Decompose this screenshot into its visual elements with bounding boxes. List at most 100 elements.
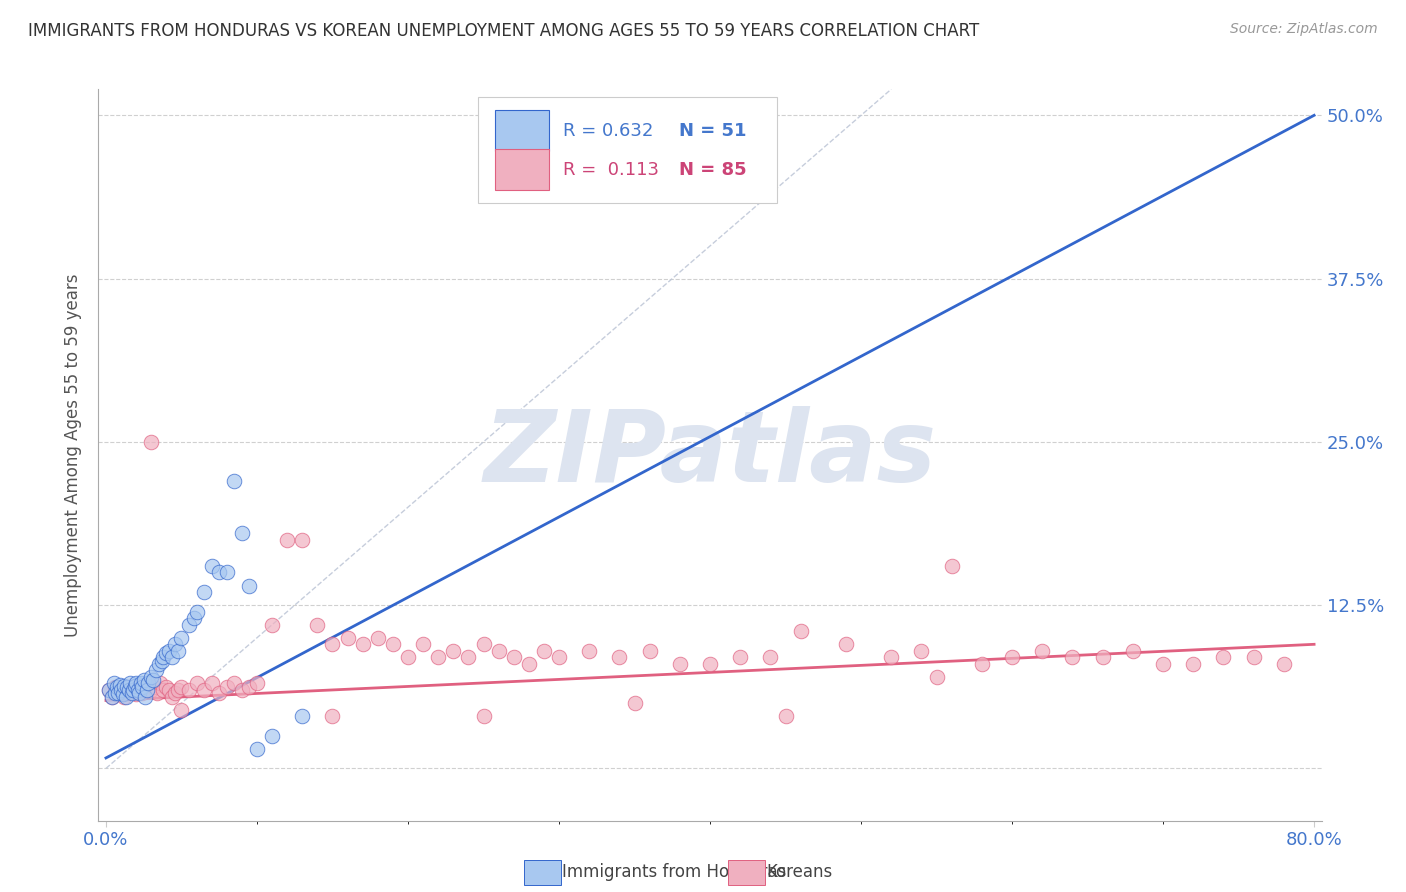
Point	[941, 558, 963, 573]
Point	[609, 650, 631, 665]
Point	[141, 683, 163, 698]
Point	[231, 683, 253, 698]
Point	[186, 676, 208, 690]
Point	[142, 673, 165, 687]
Point	[215, 681, 238, 695]
Point	[129, 676, 152, 690]
Point	[488, 644, 510, 658]
Point	[98, 683, 121, 698]
Point	[201, 676, 224, 690]
Point	[127, 683, 149, 698]
Point	[121, 686, 143, 700]
Point	[112, 690, 135, 704]
Point	[291, 709, 314, 723]
Point	[108, 678, 131, 692]
Point	[238, 578, 260, 592]
Point	[162, 690, 184, 704]
Point	[623, 696, 645, 710]
Point	[367, 631, 389, 645]
Point	[728, 650, 751, 665]
Point	[141, 434, 163, 449]
Point	[208, 566, 231, 580]
Point	[321, 709, 343, 723]
Point	[177, 683, 200, 698]
Point	[186, 605, 208, 619]
Point	[352, 637, 374, 651]
Point	[1212, 650, 1234, 665]
Point	[472, 709, 495, 723]
Point	[1243, 650, 1265, 665]
Point	[114, 690, 136, 704]
Point	[148, 657, 170, 671]
Point	[110, 683, 132, 698]
Point	[910, 644, 932, 658]
Text: IMMIGRANTS FROM HONDURAS VS KOREAN UNEMPLOYMENT AMONG AGES 55 TO 59 YEARS CORREL: IMMIGRANTS FROM HONDURAS VS KOREAN UNEMP…	[28, 22, 980, 40]
Text: R = 0.632: R = 0.632	[564, 122, 654, 140]
Point	[150, 654, 173, 668]
Point	[134, 683, 156, 698]
Point	[132, 673, 155, 687]
Point	[101, 690, 124, 704]
Point	[128, 679, 150, 693]
Point	[157, 644, 180, 658]
Point	[103, 676, 125, 690]
Point	[120, 676, 142, 690]
Point	[167, 644, 190, 658]
Point	[412, 637, 434, 651]
Point	[215, 566, 238, 580]
Point	[125, 676, 148, 690]
Point	[104, 681, 127, 695]
Point	[112, 679, 135, 693]
Point	[201, 558, 224, 573]
Point	[970, 657, 993, 671]
Point	[1062, 650, 1084, 665]
Text: Source: ZipAtlas.com: Source: ZipAtlas.com	[1230, 22, 1378, 37]
Point	[321, 637, 343, 651]
Point	[925, 670, 948, 684]
Point	[131, 681, 153, 695]
Point	[134, 690, 156, 704]
Point	[117, 683, 139, 698]
Point	[208, 686, 231, 700]
Point	[502, 650, 524, 665]
Point	[104, 686, 127, 700]
Point	[224, 676, 246, 690]
Point	[441, 644, 464, 658]
Point	[517, 657, 540, 671]
Point	[125, 687, 148, 701]
Point	[1001, 650, 1024, 665]
Point	[193, 585, 215, 599]
Point	[167, 683, 190, 698]
Point	[152, 683, 174, 698]
Point	[1031, 644, 1053, 658]
Point	[1091, 650, 1114, 665]
Point	[152, 650, 174, 665]
Point	[120, 681, 142, 695]
Point	[170, 681, 193, 695]
Point	[107, 686, 129, 700]
Point	[759, 650, 782, 665]
Point	[669, 657, 692, 671]
Point	[548, 650, 571, 665]
Point	[149, 676, 172, 690]
Point	[170, 703, 193, 717]
Point	[193, 683, 215, 698]
Point	[124, 679, 146, 693]
Text: R =  0.113: R = 0.113	[564, 161, 659, 178]
Point	[789, 624, 811, 639]
Point	[157, 683, 180, 698]
Point	[145, 664, 167, 678]
Point	[155, 681, 177, 695]
Point	[122, 683, 145, 698]
Point	[136, 679, 159, 693]
Point	[141, 670, 163, 684]
Point	[107, 686, 129, 700]
Point	[835, 637, 858, 651]
Point	[1182, 657, 1205, 671]
Point	[128, 686, 150, 700]
FancyBboxPatch shape	[478, 96, 778, 202]
Point	[775, 709, 797, 723]
Point	[533, 644, 555, 658]
Point	[165, 686, 187, 700]
Point	[578, 644, 600, 658]
